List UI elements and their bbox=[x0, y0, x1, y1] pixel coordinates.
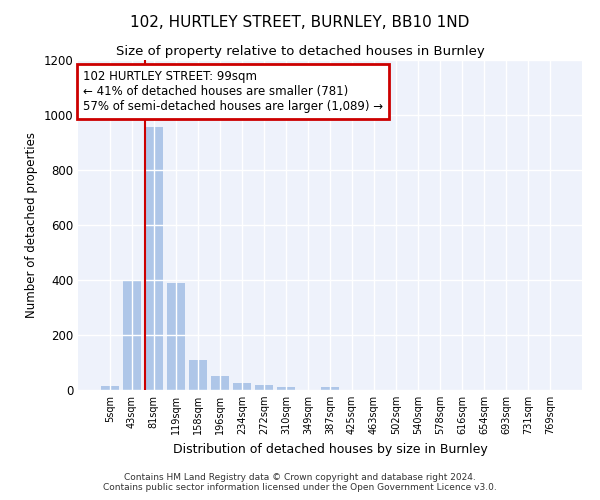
Text: Size of property relative to detached houses in Burnley: Size of property relative to detached ho… bbox=[116, 45, 484, 58]
Bar bbox=[101, 386, 119, 390]
Bar bbox=[167, 283, 185, 390]
Y-axis label: Number of detached properties: Number of detached properties bbox=[25, 132, 38, 318]
X-axis label: Distribution of detached houses by size in Burnley: Distribution of detached houses by size … bbox=[173, 442, 487, 456]
Text: 102 HURTLEY STREET: 99sqm
← 41% of detached houses are smaller (781)
57% of semi: 102 HURTLEY STREET: 99sqm ← 41% of detac… bbox=[83, 70, 383, 113]
Bar bbox=[255, 385, 273, 390]
Bar bbox=[145, 128, 163, 390]
Bar bbox=[277, 386, 295, 390]
Bar bbox=[233, 382, 251, 390]
Bar bbox=[211, 376, 229, 390]
Text: Contains HM Land Registry data © Crown copyright and database right 2024.
Contai: Contains HM Land Registry data © Crown c… bbox=[103, 473, 497, 492]
Bar bbox=[123, 282, 140, 390]
Bar bbox=[321, 387, 339, 390]
Bar bbox=[189, 360, 206, 390]
Text: 102, HURTLEY STREET, BURNLEY, BB10 1ND: 102, HURTLEY STREET, BURNLEY, BB10 1ND bbox=[130, 15, 470, 30]
